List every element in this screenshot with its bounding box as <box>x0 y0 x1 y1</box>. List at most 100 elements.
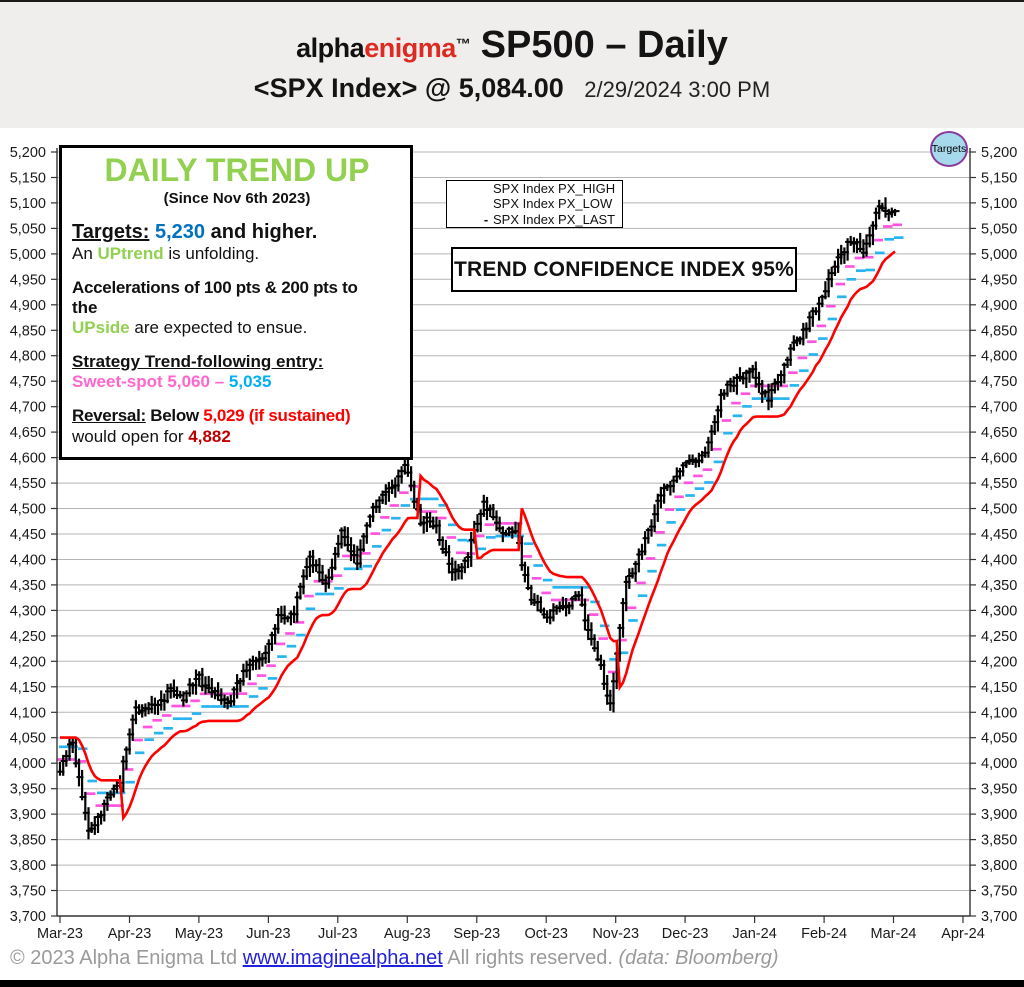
svg-text:5,100: 5,100 <box>981 196 1017 212</box>
svg-text:4,250: 4,250 <box>10 629 46 645</box>
svg-text:3,850: 3,850 <box>981 833 1017 849</box>
reversal-line-2: would open for 4,882 <box>72 426 231 446</box>
svg-text:4,450: 4,450 <box>981 527 1017 543</box>
svg-text:Oct-23: Oct-23 <box>524 926 568 942</box>
svg-text:4,450: 4,450 <box>10 527 46 543</box>
svg-text:5,000: 5,000 <box>981 247 1017 263</box>
svg-text:4,000: 4,000 <box>10 756 46 772</box>
legend-marker-last-dash: - <box>483 211 489 227</box>
page-title: SP500 – Daily <box>480 24 728 66</box>
chart-legend: SPX Index PX_HIGH SPX Index PX_LOW - SPX… <box>446 180 623 228</box>
svg-text:4,750: 4,750 <box>10 374 46 390</box>
svg-text:Jun-23: Jun-23 <box>246 926 290 942</box>
accel-line-1: Accelerations of 100 pts & 200 pts to <box>72 278 358 298</box>
bottom-border-bar <box>0 980 1024 987</box>
svg-text:3,850: 3,850 <box>10 833 46 849</box>
svg-text:3,900: 3,900 <box>981 807 1017 823</box>
svg-text:4,700: 4,700 <box>981 400 1017 416</box>
sweet-spot-line: Sweet-spot 5,060 – 5,035 <box>72 372 272 392</box>
svg-text:4,500: 4,500 <box>981 502 1017 518</box>
accel-line-2: the <box>72 298 98 318</box>
svg-text:Feb-24: Feb-24 <box>801 926 847 942</box>
targets-button[interactable]: Targets <box>930 131 968 167</box>
legend-item-px-low: SPX Index PX_LOW <box>479 196 622 212</box>
brand-logo: alphaenigma™ <box>296 33 471 63</box>
trademark-symbol: ™ <box>455 36 471 53</box>
svg-text:5,150: 5,150 <box>10 171 46 187</box>
daily-trend-annotation-box: DAILY TREND UP (Since Nov 6th 2023) Targ… <box>59 145 413 460</box>
upside-line: UPside are expected to ensue. <box>72 318 308 338</box>
svg-text:4,950: 4,950 <box>981 272 1017 288</box>
svg-text:Jul-23: Jul-23 <box>318 926 358 942</box>
legend-item-px-high: SPX Index PX_HIGH <box>479 181 622 197</box>
svg-text:4,600: 4,600 <box>10 451 46 467</box>
svg-text:4,550: 4,550 <box>981 476 1017 492</box>
svg-text:4,650: 4,650 <box>981 425 1017 441</box>
quote-datetime: 2/29/2024 3:00 PM <box>584 77 771 102</box>
svg-text:4,150: 4,150 <box>981 680 1017 696</box>
svg-text:4,050: 4,050 <box>981 731 1017 747</box>
copyright-text: © 2023 Alpha Enigma Ltd <box>10 947 238 969</box>
trend-confidence-banner: TREND CONFIDENCE INDEX 95% <box>451 247 797 292</box>
svg-text:5,050: 5,050 <box>981 221 1017 237</box>
svg-text:4,300: 4,300 <box>10 603 46 619</box>
svg-text:4,900: 4,900 <box>10 298 46 314</box>
trend-title: DAILY TREND UP <box>104 152 370 188</box>
trend-since: (Since Nov 6th 2023) <box>163 189 311 207</box>
svg-text:Nov-23: Nov-23 <box>592 926 639 942</box>
svg-text:3,950: 3,950 <box>981 782 1017 798</box>
svg-text:4,800: 4,800 <box>10 349 46 365</box>
brand-enigma: enigma <box>364 33 456 63</box>
svg-text:3,950: 3,950 <box>10 782 46 798</box>
svg-text:3,800: 3,800 <box>981 858 1017 874</box>
title-row: alphaenigma™ SP500 – Daily <box>0 2 1024 67</box>
uptrend-line: An UPtrend is unfolding. <box>72 244 260 264</box>
svg-text:4,400: 4,400 <box>10 553 46 569</box>
data-source-text: (data: Bloomberg) <box>618 947 779 969</box>
svg-text:4,300: 4,300 <box>981 603 1017 619</box>
svg-text:Sep-23: Sep-23 <box>453 926 500 942</box>
svg-text:3,750: 3,750 <box>981 884 1017 900</box>
svg-text:5,150: 5,150 <box>981 171 1017 187</box>
svg-text:4,200: 4,200 <box>981 654 1017 670</box>
svg-text:4,050: 4,050 <box>10 731 46 747</box>
svg-text:4,650: 4,650 <box>10 425 46 441</box>
svg-text:4,350: 4,350 <box>10 578 46 594</box>
legend-marker-low <box>479 196 493 212</box>
svg-text:5,200: 5,200 <box>10 145 46 161</box>
svg-text:4,950: 4,950 <box>10 272 46 288</box>
svg-text:4,850: 4,850 <box>10 323 46 339</box>
svg-text:4,750: 4,750 <box>981 374 1017 390</box>
svg-text:5,200: 5,200 <box>981 145 1017 161</box>
svg-text:3,800: 3,800 <box>10 858 46 874</box>
svg-text:4,100: 4,100 <box>981 705 1017 721</box>
svg-text:Apr-24: Apr-24 <box>941 926 985 942</box>
targets-line: Targets: 5,230 and higher. <box>72 220 318 243</box>
reversal-line: Reversal: Below 5,029 (if sustained) <box>72 406 351 426</box>
svg-text:3,750: 3,750 <box>10 884 46 900</box>
svg-text:May-23: May-23 <box>175 926 223 942</box>
svg-text:4,600: 4,600 <box>981 451 1017 467</box>
svg-text:4,250: 4,250 <box>981 629 1017 645</box>
price-chart: 3,700 3,700 3,750 3,750 3,800 3,800 3,850 3,850… <box>10 145 1018 942</box>
svg-text:4,800: 4,800 <box>981 349 1017 365</box>
svg-text:4,000: 4,000 <box>981 756 1017 772</box>
svg-text:3,900: 3,900 <box>10 807 46 823</box>
svg-text:5,050: 5,050 <box>10 221 46 237</box>
svg-text:3,700: 3,700 <box>981 909 1017 925</box>
svg-text:4,900: 4,900 <box>981 298 1017 314</box>
svg-text:Jan-24: Jan-24 <box>732 926 776 942</box>
brand-alpha: alpha <box>296 33 365 63</box>
svg-text:3,700: 3,700 <box>10 909 46 925</box>
svg-text:4,550: 4,550 <box>10 476 46 492</box>
svg-text:5,000: 5,000 <box>10 247 46 263</box>
svg-text:4,700: 4,700 <box>10 400 46 416</box>
svg-text:4,100: 4,100 <box>10 705 46 721</box>
subtitle-row: <SPX Index> @ 5,084.00 2/29/2024 3:00 PM <box>0 73 1024 104</box>
svg-text:4,200: 4,200 <box>10 654 46 670</box>
header-band: alphaenigma™ SP500 – Daily <SPX Index> @… <box>0 0 1024 128</box>
website-link[interactable]: www.imaginealpha.net <box>242 947 443 969</box>
svg-text:Apr-23: Apr-23 <box>108 926 152 942</box>
strategy-line: Strategy Trend-following entry: <box>72 352 324 372</box>
